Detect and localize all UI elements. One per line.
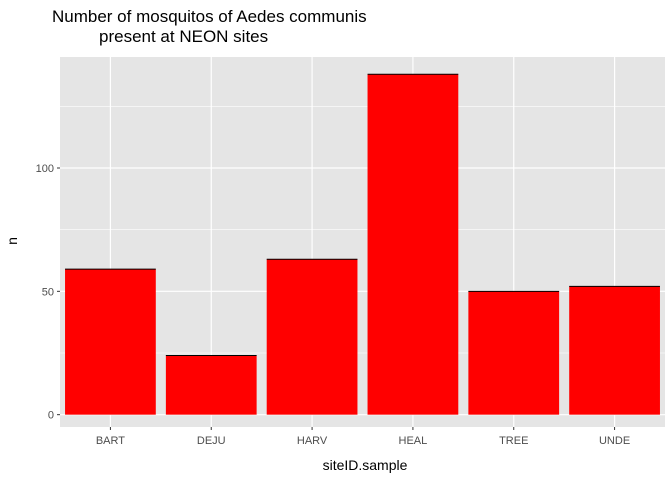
bar-tree: [468, 291, 560, 415]
x-tick-label: TREE: [499, 435, 528, 447]
x-axis-ticks: BART DEJU HARV HEAL TREE UNDE: [96, 427, 630, 447]
minor-gridlines: [60, 106, 665, 354]
chart-title-line-2: present at NEON sites: [99, 27, 268, 46]
bars: [65, 73, 660, 415]
x-tick-label: HEAL: [399, 435, 428, 447]
chart-title-line-1: Number of mosquitos of Aedes communis: [52, 7, 367, 26]
x-tick-label: DEJU: [197, 435, 226, 447]
bar-bart: [65, 269, 156, 415]
y-axis-ticks: 0 50 100: [36, 163, 60, 422]
y-tick-label: 50: [42, 286, 54, 298]
bar-unde: [569, 286, 660, 415]
x-tick-label: UNDE: [599, 435, 630, 447]
y-tick-label: 0: [48, 410, 54, 422]
bar-heal: [367, 74, 459, 415]
plot-panel: [60, 57, 665, 427]
x-tick-label: BART: [96, 435, 125, 447]
bar-deju: [165, 355, 257, 415]
x-tick-label: HARV: [297, 435, 328, 447]
y-tick-label: 100: [36, 163, 54, 175]
y-axis-title: n: [4, 237, 20, 245]
x-axis-title: siteID.sample: [323, 457, 408, 473]
bar-harv: [266, 259, 358, 415]
